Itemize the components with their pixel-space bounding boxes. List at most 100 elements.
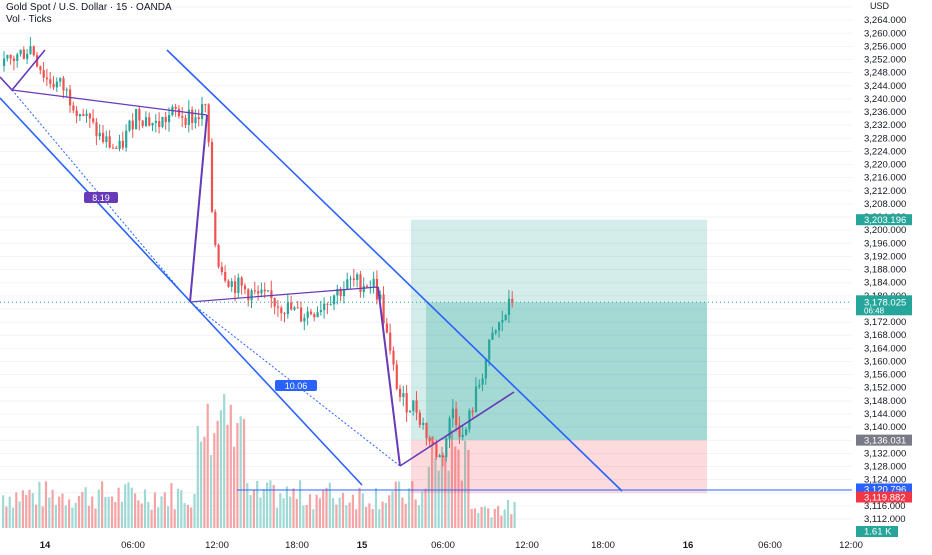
volume-bar [170,483,173,528]
candle-body [59,78,62,82]
candle-body [92,118,95,123]
candle-body [286,302,289,315]
volume-bar [279,493,282,528]
candle-body [250,290,253,301]
volume-bar [252,489,255,528]
candle-body [39,66,42,71]
volume-bar [394,481,397,528]
candle-body [306,311,309,318]
volume-bar [427,467,430,528]
y-tick-label: 3,148.000 [864,396,906,407]
y-tick-label: 3,132.000 [864,448,906,459]
candle-body [309,311,313,315]
volume-bar [15,492,18,528]
y-tick-label: 3,216.000 [864,173,906,184]
y-tick-label: 3,264.000 [864,15,906,26]
volume-bar [391,491,394,528]
volume-bar [355,509,358,528]
candle-body [484,359,487,379]
candle-body [415,400,418,413]
volume-bar [401,497,404,528]
candle-body [125,130,128,148]
x-tick-label: 06:00 [121,540,145,550]
volume-bar [71,507,74,528]
volume-bar [493,508,496,528]
volume-bar [190,507,193,528]
volume-bar [368,503,371,528]
candle-body [478,384,481,387]
candle-body [435,443,438,458]
volume-bar [107,496,110,528]
candle-body [488,339,491,360]
candle-body [293,307,296,310]
volume-bar [312,509,315,528]
volume-title[interactable]: Vol · Ticks [6,14,52,25]
y-tick-label: 3,160.000 [864,356,906,367]
volume-bar [249,495,252,528]
candle-body [121,140,124,148]
y-tick-label: 3,168.000 [864,330,906,341]
volume-bar [219,410,222,528]
volume-bar [2,495,5,528]
candle-body [418,412,421,425]
measure-label-1-bg [84,192,118,203]
candle-body [319,310,322,313]
volume-bar [421,491,424,528]
candle-body [12,58,16,61]
target-price-tag: 3,203.196 [864,215,906,226]
candle-body [408,411,412,413]
axis-currency: USD [870,1,890,11]
volume-bar [110,496,114,528]
candle-body [296,307,299,309]
volume-bar [464,440,467,528]
candle-body [273,298,276,307]
candle-body [174,106,177,109]
volume-bar [457,449,460,528]
candle-body [399,388,402,398]
y-tick-label: 3,248.000 [864,68,906,79]
target-zone [411,219,707,441]
volume-bar [407,488,411,528]
volume-bar [5,506,8,528]
volume-bar [460,480,463,528]
volume-bar [48,497,51,528]
volume-bar [127,482,130,528]
volume-bar [87,505,90,528]
candle-body [151,122,154,126]
candle-body [88,113,91,119]
volume-bar [305,504,308,528]
volume-bar [91,496,94,528]
symbol-title[interactable]: Gold Spot / U.S. Dollar · 15 · OANDA [6,2,172,13]
candle-body [29,46,32,54]
candle-body [352,278,355,280]
candle-body [428,438,431,442]
volume-bar [68,499,71,528]
candle-body [402,393,405,398]
candle-body [210,142,214,212]
stop-zone [411,440,707,494]
volume-bar [256,480,259,528]
candle-body [471,410,474,413]
volume-bar [470,508,473,528]
candle-body [303,317,306,322]
volume-bar [84,487,87,528]
volume-bar [61,493,64,528]
volume-bar [325,487,328,528]
volume-bar [308,494,312,528]
candle-body [49,79,52,84]
volume-bar [447,470,450,528]
volume-bar [285,486,288,528]
stop-price-tag: 3,119.882 [864,493,906,504]
candle-body [240,277,243,286]
volume-bar [275,507,279,528]
candle-body [276,306,280,308]
volume-bar [351,494,354,528]
volume-bar [130,487,133,528]
volume-bar [345,505,348,528]
candle-body [507,298,511,315]
volume-bar [282,498,285,528]
candle-body [75,110,78,117]
